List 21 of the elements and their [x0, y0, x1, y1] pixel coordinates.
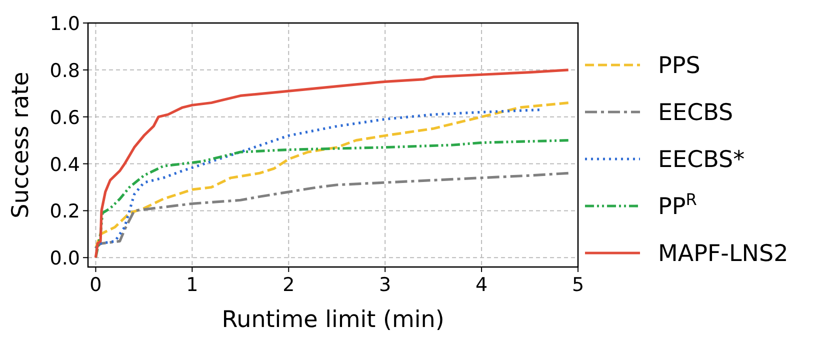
y-tick-label: 1.0: [50, 13, 80, 35]
line-series: [94, 68, 570, 259]
y-tick-label: 0.4: [50, 154, 80, 176]
legend-label: PP$^{R}$: [658, 190, 697, 220]
legend-label: EECBS*: [658, 147, 745, 173]
legend-label: MAPF-LNS2: [658, 241, 788, 267]
x-axis-title: Runtime limit (min): [222, 307, 444, 333]
x-tick-label: 1: [186, 274, 198, 296]
y-tick-label: 0.8: [50, 60, 80, 82]
x-tick-label: 0: [90, 274, 102, 296]
y-axis-title: Success rate: [8, 72, 34, 218]
x-tick-label: 4: [475, 274, 488, 296]
legend-label: PPS: [658, 53, 700, 79]
x-tick-label: 5: [572, 274, 584, 296]
x-tick-label: 2: [282, 274, 295, 296]
y-tick-label: 0.2: [50, 200, 80, 223]
y-tick-label: 0.6: [50, 106, 80, 129]
legend-label: EECBS: [658, 100, 734, 126]
line-series: [94, 139, 570, 259]
y-tick-label: 0.0: [50, 248, 80, 270]
x-tick-label: 3: [379, 274, 392, 296]
